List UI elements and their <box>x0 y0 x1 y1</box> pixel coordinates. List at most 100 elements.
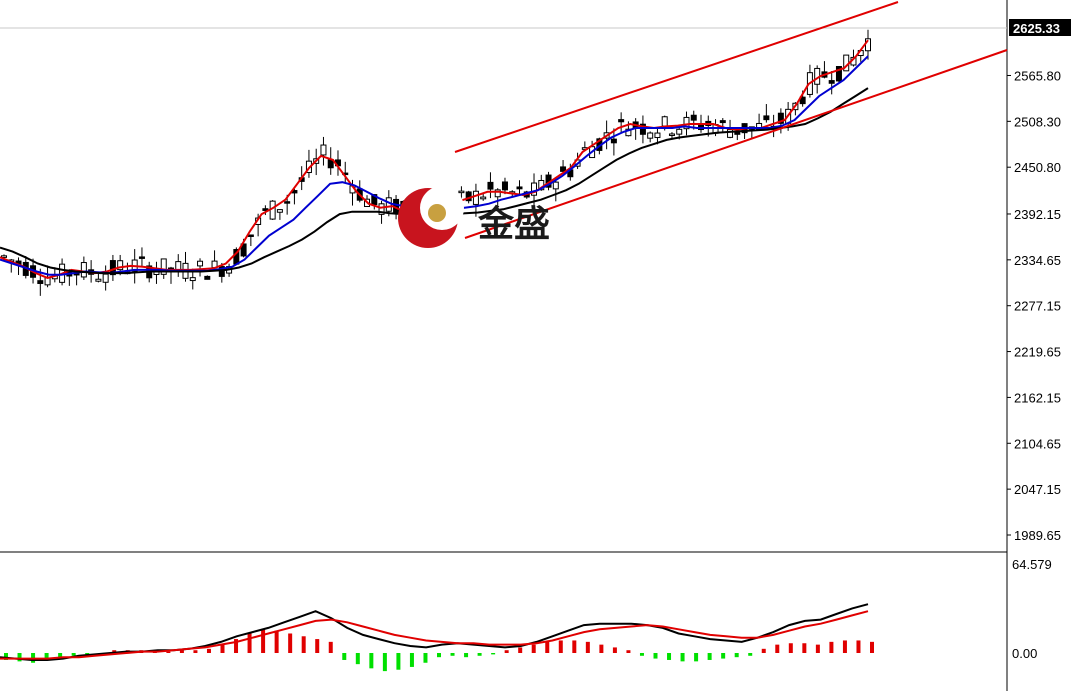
macd-histogram-bar <box>748 653 753 656</box>
macd-histogram-bar <box>206 648 211 653</box>
macd-max-label: 64.579 <box>1012 557 1052 572</box>
channel-lower-line <box>464 49 1008 239</box>
candle <box>305 149 312 178</box>
macd-histogram-bar <box>342 653 347 660</box>
macd-histogram-bar <box>653 653 658 659</box>
macd-histogram-bar <box>85 653 90 655</box>
macd-histogram <box>4 629 874 672</box>
macd-histogram-bar <box>856 640 861 653</box>
y-tick-label: 2334.65 <box>1014 253 1061 268</box>
y-tick-label: 2219.65 <box>1014 345 1061 360</box>
macd-histogram-bar <box>545 641 550 653</box>
candle <box>516 180 523 196</box>
macd-histogram-bar <box>58 653 63 658</box>
macd-histogram-bar <box>274 630 279 653</box>
macd-histogram-bar <box>842 640 847 653</box>
macd-histogram-bar <box>382 653 387 672</box>
macd-histogram-bar <box>17 653 22 662</box>
candle <box>182 251 189 282</box>
y-tick-label: 2450.80 <box>1014 160 1061 175</box>
candle <box>276 209 283 220</box>
y-tick-label: 2392.15 <box>1014 207 1061 222</box>
macd-histogram-bar <box>518 647 523 653</box>
y-tick-label: 2104.65 <box>1014 436 1061 451</box>
y-tick-label: 2047.15 <box>1014 482 1061 497</box>
macd-histogram-bar <box>626 650 631 653</box>
macd-histogram-bar <box>437 653 441 658</box>
channel-upper-line <box>454 1 899 153</box>
macd-histogram-bar <box>409 653 414 667</box>
macd-histogram-bar <box>870 641 874 653</box>
macd-histogram-bar <box>667 653 672 660</box>
candle <box>197 258 204 277</box>
candle <box>356 180 363 203</box>
candle <box>487 172 494 199</box>
macd-histogram-bar <box>707 653 712 660</box>
candle <box>480 193 487 201</box>
macd-histogram-bar <box>261 629 266 653</box>
price-axis: 2625.33 2565.80 2508.30 2450.80 2392.15 2334.… <box>1007 19 1071 543</box>
candle <box>654 126 661 145</box>
macd-histogram-bar <box>612 647 617 653</box>
candle <box>204 275 211 280</box>
candle <box>734 131 741 141</box>
macd-histogram-bar <box>531 644 536 653</box>
macd-histogram-bar <box>775 644 780 653</box>
y-tick-label: 2277.15 <box>1014 299 1061 314</box>
candle <box>262 205 269 216</box>
candle <box>138 247 145 267</box>
macd-histogram-bar <box>234 639 239 653</box>
candle <box>320 136 327 166</box>
y-tick-label: 2565.80 <box>1014 68 1061 83</box>
macd-histogram-bar <box>599 644 604 653</box>
candle <box>218 262 225 283</box>
macd-histogram-bar <box>558 640 563 653</box>
candle <box>95 273 102 283</box>
candle <box>647 131 654 143</box>
macd-histogram-bar <box>315 639 320 653</box>
current-price-tag: 2625.33 <box>1009 19 1071 36</box>
candle <box>472 183 479 217</box>
macd-histogram-bar <box>477 653 482 656</box>
candle <box>763 104 770 123</box>
candle <box>80 256 87 280</box>
macd-histogram-bar <box>585 641 590 653</box>
y-tick-label: 1989.65 <box>1014 528 1061 543</box>
macd-histogram-bar <box>112 650 117 653</box>
macd-histogram-bar <box>721 653 726 659</box>
candle <box>175 254 182 277</box>
macd-histogram-bar <box>288 633 293 653</box>
candle <box>102 265 109 291</box>
macd-histogram-bar <box>247 633 252 653</box>
macd-histogram-bar <box>44 653 49 660</box>
brand-logo: 金盛 <box>398 186 550 248</box>
macd-histogram-bar <box>71 653 76 656</box>
macd-lines <box>0 603 869 661</box>
macd-histogram-bar <box>166 651 171 653</box>
macd-histogram-bar <box>734 653 739 658</box>
macd-histogram-bar <box>491 653 496 655</box>
candle <box>109 254 116 281</box>
macd-histogram-bar <box>179 650 184 653</box>
candle <box>327 147 334 175</box>
macd-histogram-bar <box>193 650 198 653</box>
macd-histogram-bar <box>694 653 699 662</box>
macd-histogram-bar <box>802 643 807 653</box>
macd-histogram-bar <box>572 640 577 653</box>
macd-histogram-bar <box>369 653 374 669</box>
current-price-label: 2625.33 <box>1013 21 1060 36</box>
macd-histogram-bar <box>423 653 428 663</box>
candle <box>73 272 80 286</box>
logo-text: 金盛 <box>477 203 550 245</box>
candle <box>552 177 559 202</box>
candle <box>719 118 726 132</box>
macd-histogram-bar <box>328 641 333 653</box>
candle <box>610 128 617 156</box>
candlestick-series <box>1 29 871 296</box>
candle <box>865 29 871 60</box>
macd-histogram-bar <box>450 653 455 656</box>
macd-histogram-bar <box>220 644 225 653</box>
y-tick-label: 2162.15 <box>1014 390 1061 405</box>
